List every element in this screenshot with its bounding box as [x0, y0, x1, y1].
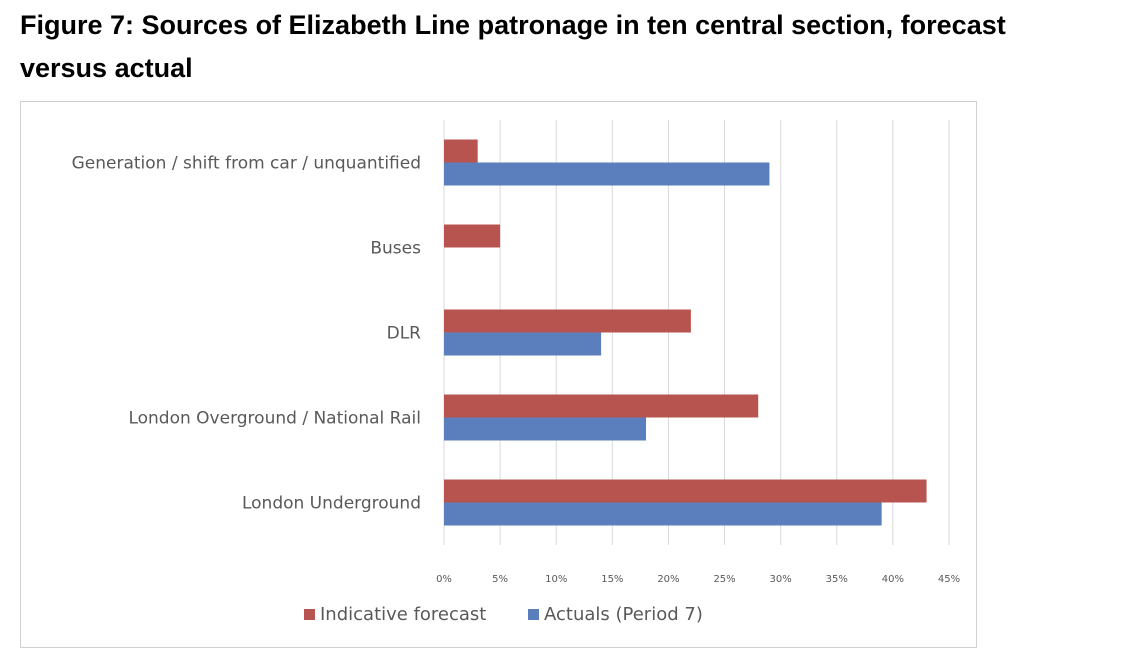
x-tick-label: 5% — [492, 574, 508, 585]
bar-indicative-forecast-generation-shift-from-car-unquantified — [444, 139, 478, 163]
legend: Indicative forecast Actuals (Period 7) — [304, 604, 703, 625]
figure-title-line-1: Figure 7: Sources of Elizabeth Line patr… — [20, 10, 1006, 40]
bar-chart: Generation / shift from car / unquantifi… — [72, 120, 960, 625]
bar-actuals-period-7-london-underground — [444, 502, 882, 526]
category-label-london-underground: London Underground — [242, 494, 421, 514]
x-tick-label: 40% — [882, 574, 904, 585]
legend-swatch-indicative-forecast — [304, 609, 315, 620]
bars — [444, 139, 927, 526]
legend-label-indicative-forecast: Indicative forecast — [320, 604, 486, 625]
figure-title: Figure 7: Sources of Elizabeth Line patr… — [20, 4, 1120, 90]
figure-title-line-2: versus actual — [20, 53, 193, 83]
category-label-london-overground-national-rail: London Overground / National Rail — [128, 409, 421, 429]
category-label-dlr: DLR — [387, 324, 422, 344]
x-tick-label: 20% — [657, 574, 679, 585]
x-tick-label: 15% — [601, 574, 623, 585]
bar-actuals-period-7-dlr — [444, 332, 602, 356]
x-tick-label: 45% — [938, 574, 960, 585]
x-tick-label: 0% — [436, 574, 452, 585]
category-label-generation-shift-from-car-unquantified: Generation / shift from car / unquantifi… — [72, 154, 421, 174]
bar-actuals-period-7-generation-shift-from-car-unquantified — [444, 162, 770, 186]
x-tick-label: 10% — [545, 574, 567, 585]
x-tick-labels: 0% 5% 10% 15% 20% 25% 30% 35% 40% 45% — [436, 574, 960, 585]
legend-label-actuals-period-7: Actuals (Period 7) — [544, 604, 703, 625]
x-tick-label: 30% — [770, 574, 792, 585]
bar-indicative-forecast-london-overground-national-rail — [444, 394, 759, 418]
chart-frame: Generation / shift from car / unquantifi… — [20, 101, 977, 648]
bar-actuals-period-7-london-overground-national-rail — [444, 417, 646, 441]
x-tick-label: 25% — [713, 574, 735, 585]
bar-indicative-forecast-dlr — [444, 309, 691, 333]
category-labels: Generation / shift from car / unquantifi… — [72, 154, 422, 514]
bar-indicative-forecast-buses — [444, 224, 501, 248]
category-label-buses: Buses — [370, 239, 421, 259]
bar-indicative-forecast-london-underground — [444, 479, 927, 503]
legend-swatch-actuals-period-7 — [528, 609, 539, 620]
x-tick-label: 35% — [826, 574, 848, 585]
